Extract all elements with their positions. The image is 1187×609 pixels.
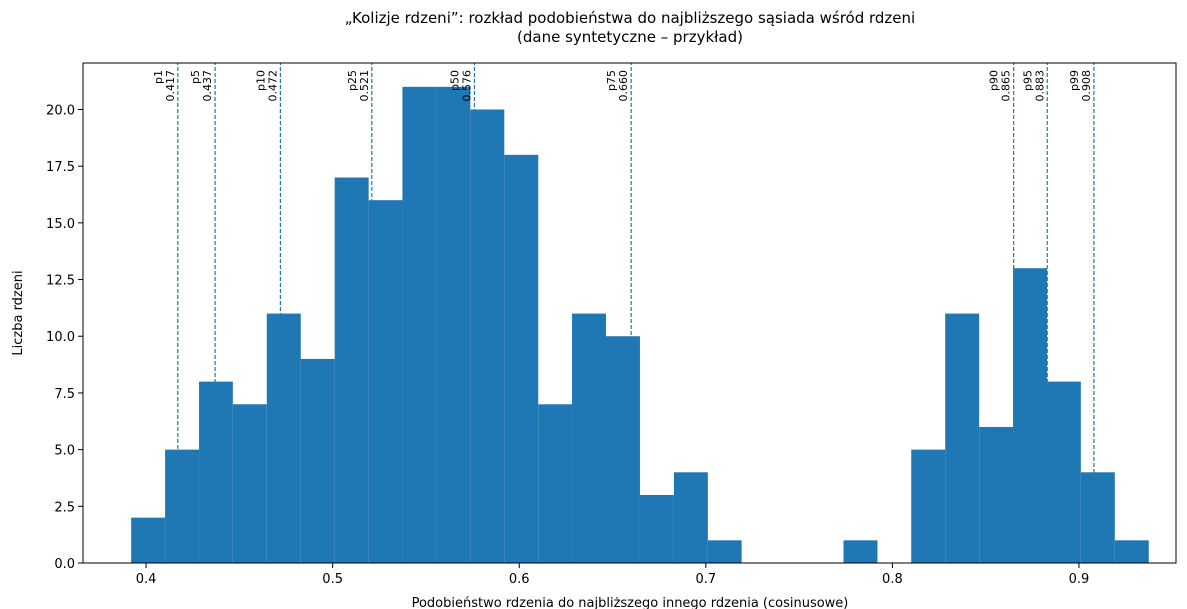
percentile-name: p5	[189, 70, 202, 84]
bar	[945, 313, 980, 563]
bar	[504, 154, 539, 563]
x-tick-label: 0.6	[509, 572, 530, 587]
x-tick-label: 0.9	[1069, 572, 1090, 587]
percentile-value: 0.908	[1080, 70, 1093, 102]
bar	[1080, 472, 1115, 563]
bar	[639, 494, 674, 563]
plot-frame	[82, 62, 1177, 564]
percentile-value: 0.521	[358, 70, 371, 102]
bar	[605, 336, 640, 563]
percentile-name: p95	[1021, 70, 1034, 91]
bar	[979, 426, 1014, 563]
y-tick-label: 7.5	[54, 387, 75, 402]
percentile-value: 0.576	[460, 70, 473, 102]
y-tick-label: 10.0	[46, 330, 75, 345]
bar	[232, 404, 267, 563]
bar	[334, 177, 369, 564]
percentile-value: 0.883	[1033, 70, 1046, 102]
y-tick-label: 0.0	[54, 557, 75, 572]
y-tick-label: 17.5	[46, 160, 75, 175]
y-tick-label: 15.0	[46, 217, 75, 232]
bar	[1114, 540, 1149, 563]
bar	[436, 86, 471, 564]
percentile-name: p99	[1068, 70, 1081, 91]
bar	[266, 313, 301, 563]
percentile-name: p1	[152, 70, 165, 84]
percentile-value: 0.417	[164, 70, 177, 102]
x-tick-label: 0.7	[695, 572, 716, 587]
x-tick-label: 0.8	[882, 572, 903, 587]
percentile-name: p10	[254, 70, 267, 91]
percentile-name: p75	[605, 70, 618, 91]
bar	[131, 517, 166, 563]
percentile-value: 0.865	[1000, 70, 1013, 102]
y-tick-label: 20.0	[46, 103, 75, 118]
bar	[1013, 268, 1048, 563]
bar	[538, 404, 573, 563]
x-tick-label: 0.4	[136, 572, 157, 587]
y-tick-label: 12.5	[46, 274, 75, 289]
percentile-value: 0.660	[617, 70, 630, 102]
bar	[300, 358, 335, 563]
bar	[572, 313, 606, 563]
bar	[673, 472, 708, 563]
y-axis-label: Liczba rdzeni	[11, 270, 26, 355]
bar	[199, 381, 233, 563]
percentile-name: p25	[346, 70, 359, 91]
percentile-name: p50	[448, 70, 461, 91]
y-tick-label: 5.0	[54, 444, 75, 459]
bar	[402, 86, 437, 564]
bar	[1047, 381, 1081, 563]
x-tick-label: 0.5	[322, 572, 343, 587]
y-tick-label: 2.5	[54, 500, 75, 515]
chart-subtitle: (dane syntetyczne – przykład)	[517, 28, 743, 46]
chart-title: „Kolizje rdzeni”: rozkład podobieństwa d…	[345, 9, 915, 27]
x-axis-label: Podobieństwo rdzenia do najbliższego inn…	[412, 596, 849, 609]
bar	[165, 449, 200, 563]
bar	[843, 540, 878, 563]
percentile-name: p90	[988, 70, 1001, 91]
bar	[368, 200, 403, 563]
bar	[707, 540, 742, 563]
percentile-value: 0.472	[266, 70, 279, 102]
bar	[470, 109, 505, 563]
bar	[911, 449, 946, 563]
percentile-value: 0.437	[201, 70, 214, 102]
